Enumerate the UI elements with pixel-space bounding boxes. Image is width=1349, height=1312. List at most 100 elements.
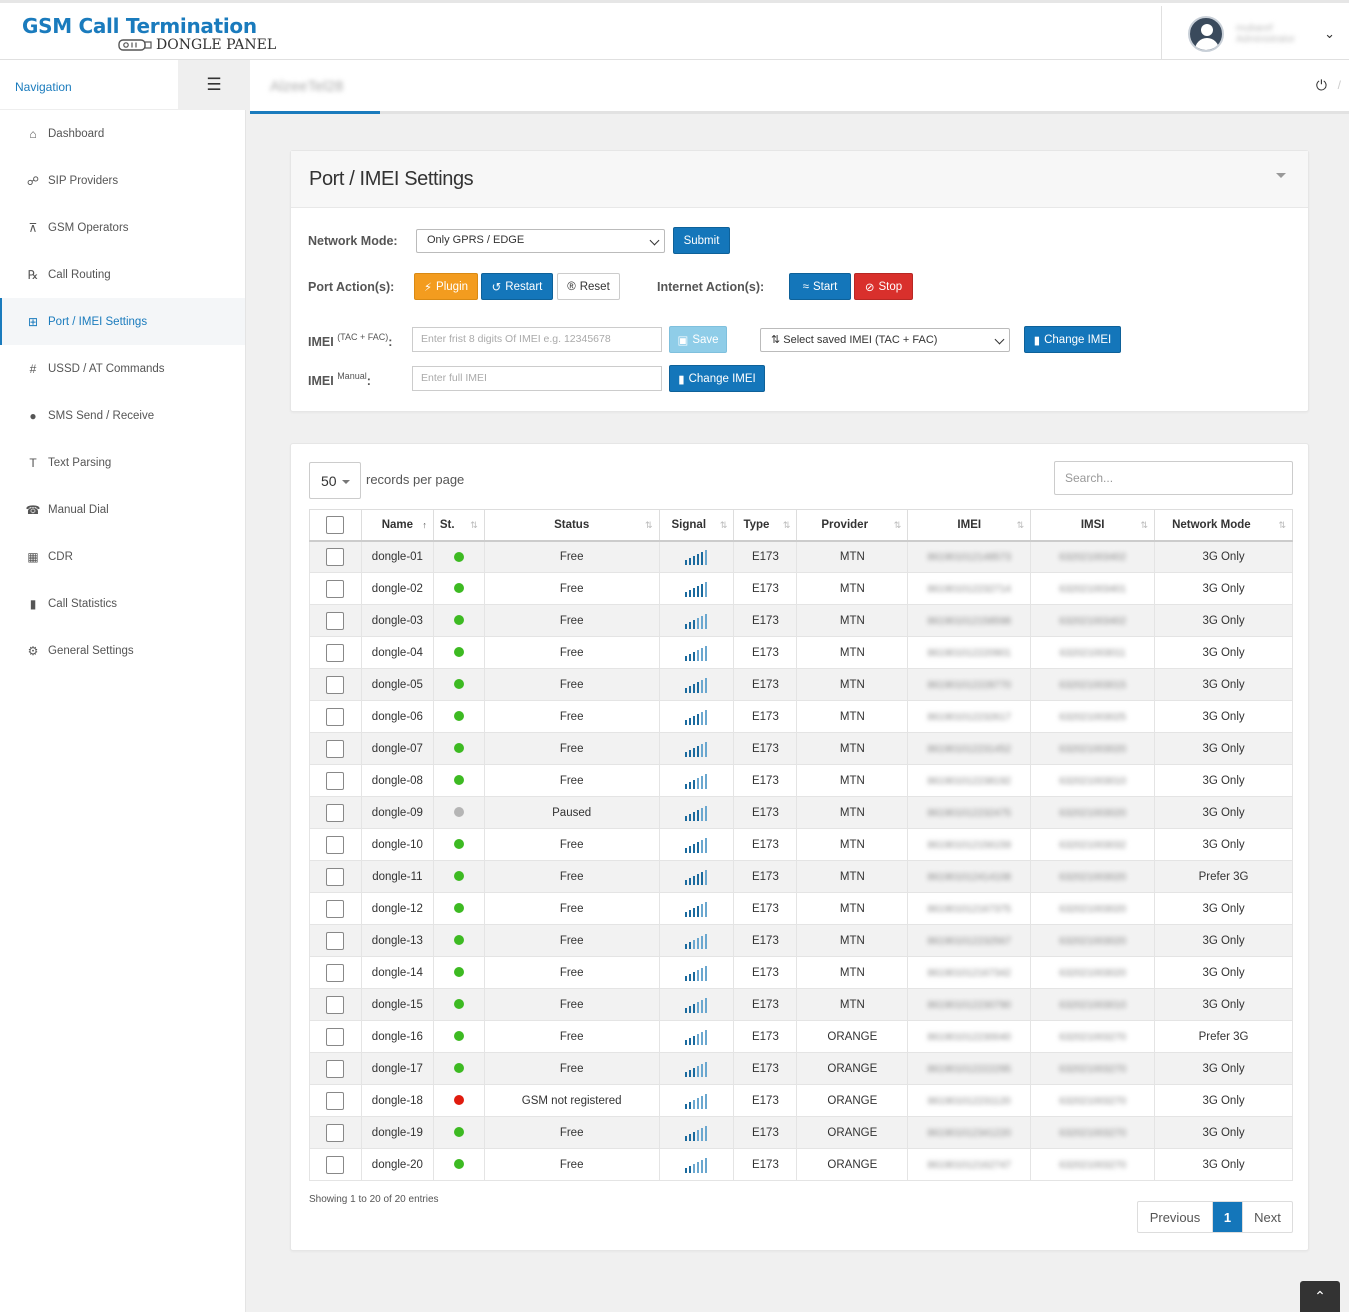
previous-page-button[interactable]: Previous: [1138, 1202, 1213, 1232]
sidebar-item-sms-send-receive[interactable]: ● SMS Send / Receive: [0, 392, 245, 439]
sidebar-item-call-statistics[interactable]: ▮ Call Statistics: [0, 580, 245, 627]
submit-button[interactable]: Submit: [673, 227, 730, 254]
power-icon[interactable]: ⏻: [1315, 77, 1327, 93]
col-network-mode[interactable]: Network Mode ⇅: [1154, 509, 1293, 542]
table-row[interactable]: dongle-19 Free E173 ORANGE 861901012341220 63…: [309, 1116, 1293, 1149]
table-row[interactable]: dongle-17 Free E173 ORANGE 861901012222295 63…: [309, 1052, 1293, 1085]
sidebar-item-ussd-at-commands[interactable]: # USSD / AT Commands: [0, 345, 245, 392]
internet-start-button[interactable]: ≈ Start: [789, 273, 851, 300]
table-row[interactable]: dongle-04 Free E173 MTN 861901012220901 63202…: [309, 636, 1293, 669]
sidebar-item-sip-providers[interactable]: ☍ SIP Providers: [0, 157, 245, 204]
menu-toggle-icon[interactable]: ☰: [178, 60, 250, 110]
table-row[interactable]: dongle-10 Free E173 MTN 861901012156159 63202…: [309, 828, 1293, 861]
table-row[interactable]: dongle-14 Free E173 MTN 861901012167342 63202…: [309, 956, 1293, 989]
select-all-header[interactable]: [309, 509, 362, 542]
row-checkbox[interactable]: [326, 1091, 345, 1110]
row-checkbox[interactable]: [326, 611, 345, 630]
plugin-button[interactable]: ⚡ Plugin: [414, 273, 478, 300]
saved-imei-select[interactable]: ⇅ Select saved IMEI (TAC + FAC): [760, 328, 1010, 352]
row-checkbox[interactable]: [326, 835, 345, 854]
row-checkbox[interactable]: [326, 547, 345, 566]
table-row[interactable]: dongle-03 Free E173 MTN 861901012158598 63202…: [309, 604, 1293, 637]
table-row[interactable]: dongle-16 Free E173 ORANGE 861901012230040 63…: [309, 1020, 1293, 1053]
row-checkbox[interactable]: [326, 579, 345, 598]
port-imsi: 632021003025: [1059, 711, 1127, 723]
signal-icon: [685, 1125, 708, 1141]
imei-full-input[interactable]: Enter full IMEI: [412, 366, 662, 391]
sidebar-item-port-imei-settings[interactable]: ⊞ Port / IMEI Settings: [0, 298, 245, 345]
row-checkbox[interactable]: [326, 931, 345, 950]
imei-tac-input[interactable]: Enter frist 8 digits Of IMEI e.g. 123456…: [412, 327, 662, 352]
table-row[interactable]: dongle-11 Free E173 MTN 861901012414108 63202…: [309, 860, 1293, 893]
chevron-down-icon[interactable]: ⌄: [1324, 26, 1335, 41]
status-dot: [453, 647, 464, 658]
col-name[interactable]: Name ↑: [360, 509, 434, 542]
row-checkbox[interactable]: [326, 675, 345, 694]
status-dot: [453, 903, 464, 914]
row-checkbox[interactable]: [326, 803, 345, 822]
port-name: dongle-08: [371, 774, 423, 787]
sidebar-item-gsm-operators[interactable]: ⊼ GSM Operators: [0, 204, 245, 251]
table-row[interactable]: dongle-08 Free E173 MTN 861901012238192 63202…: [309, 764, 1293, 797]
port-status: Free: [559, 998, 584, 1011]
sidebar-item-text-parsing[interactable]: T Text Parsing: [0, 439, 245, 486]
table-row[interactable]: dongle-01 Free E173 MTN 861901012148573 63202…: [309, 540, 1293, 573]
network-mode-select[interactable]: Only GPRS / EDGE: [416, 229, 665, 253]
row-checkbox[interactable]: [326, 1123, 345, 1142]
brand-logo[interactable]: GSM Call Termination DONGLE PANEL: [22, 15, 276, 53]
col-type[interactable]: Type ⇅: [733, 509, 798, 542]
table-row[interactable]: dongle-09 Paused E173 MTN 861901012232475 632…: [309, 796, 1293, 829]
change-imei-tac-button[interactable]: ▮ Change IMEI: [1024, 326, 1121, 353]
row-checkbox[interactable]: [326, 867, 345, 886]
table-row[interactable]: dongle-13 Free E173 MTN 861901012232567 63202…: [309, 924, 1293, 957]
row-checkbox[interactable]: [326, 771, 345, 790]
internet-stop-button[interactable]: ⊘ Stop: [854, 273, 913, 300]
page-1-button[interactable]: 1: [1213, 1202, 1242, 1232]
scroll-top-button[interactable]: ⌃: [1300, 1281, 1340, 1312]
row-checkbox[interactable]: [326, 1059, 345, 1078]
table-row[interactable]: dongle-07 Free E173 MTN 861901012231452 63202…: [309, 732, 1293, 765]
table-row[interactable]: dongle-20 Free E173 ORANGE 861901012162747 63…: [309, 1148, 1293, 1181]
col-st[interactable]: St. ⇅: [432, 509, 485, 542]
collapse-icon[interactable]: [1276, 173, 1286, 178]
col-imsi[interactable]: IMSI ⇅: [1030, 509, 1156, 542]
next-page-button[interactable]: Next: [1242, 1202, 1292, 1232]
sim-card-icon: ▮: [678, 373, 685, 386]
port-status: Free: [559, 550, 584, 563]
sidebar-item-cdr[interactable]: ▦ CDR: [0, 533, 245, 580]
table-row[interactable]: dongle-06 Free E173 MTN 861901012232617 63202…: [309, 700, 1293, 733]
status-dot: [453, 935, 464, 946]
sidebar-item-general-settings[interactable]: ⚙ General Settings: [0, 627, 245, 674]
col-imei[interactable]: IMEI ⇅: [907, 509, 1032, 542]
search-input[interactable]: Search...: [1054, 461, 1293, 495]
tab-device[interactable]: AlzeeTel28: [270, 78, 344, 95]
restart-button[interactable]: ↺ Restart: [481, 273, 553, 300]
change-imei-manual-button[interactable]: ▮ Change IMEI: [669, 365, 765, 392]
row-checkbox[interactable]: [326, 739, 345, 758]
internet-actions-label: Internet Action(s):: [657, 280, 765, 294]
col-provider[interactable]: Provider ⇅: [796, 509, 909, 542]
table-row[interactable]: dongle-05 Free E173 MTN 861901012228770 63202…: [309, 668, 1293, 701]
reset-button[interactable]: ® Reset: [557, 273, 620, 300]
per-page-select[interactable]: 50: [309, 462, 361, 499]
sidebar-item-dashboard[interactable]: ⌂ Dashboard: [0, 110, 245, 157]
table-row[interactable]: dongle-15 Free E173 MTN 861901012230790 63202…: [309, 988, 1293, 1021]
row-checkbox[interactable]: [326, 643, 345, 662]
sidebar-item-manual-dial[interactable]: ☎ Manual Dial: [0, 486, 245, 533]
save-imei-button[interactable]: ▣ Save: [669, 326, 727, 353]
sidebar-item-call-routing[interactable]: ℞ Call Routing: [0, 251, 245, 298]
row-checkbox[interactable]: [326, 963, 345, 982]
col-signal[interactable]: Signal ⇅: [658, 509, 735, 542]
row-checkbox[interactable]: [326, 995, 345, 1014]
row-checkbox[interactable]: [326, 899, 345, 918]
row-checkbox[interactable]: [326, 1027, 345, 1046]
row-checkbox[interactable]: [326, 1155, 345, 1174]
table-row[interactable]: dongle-02 Free E173 MTN 861901012232714 63202…: [309, 572, 1293, 605]
row-checkbox[interactable]: [326, 707, 345, 726]
select-all-checkbox[interactable]: [326, 515, 345, 534]
user-menu[interactable]: mubaref Administrator ⌄: [1161, 6, 1349, 62]
table-row[interactable]: dongle-12 Free E173 MTN 861901012167375 63202…: [309, 892, 1293, 925]
table-row[interactable]: dongle-18 GSM not registered E173 ORANGE 861…: [309, 1084, 1293, 1117]
col-status[interactable]: Status ⇅: [483, 509, 660, 542]
table-body: dongle-01 Free E173 MTN 861901012148573 63202…: [309, 540, 1293, 1181]
